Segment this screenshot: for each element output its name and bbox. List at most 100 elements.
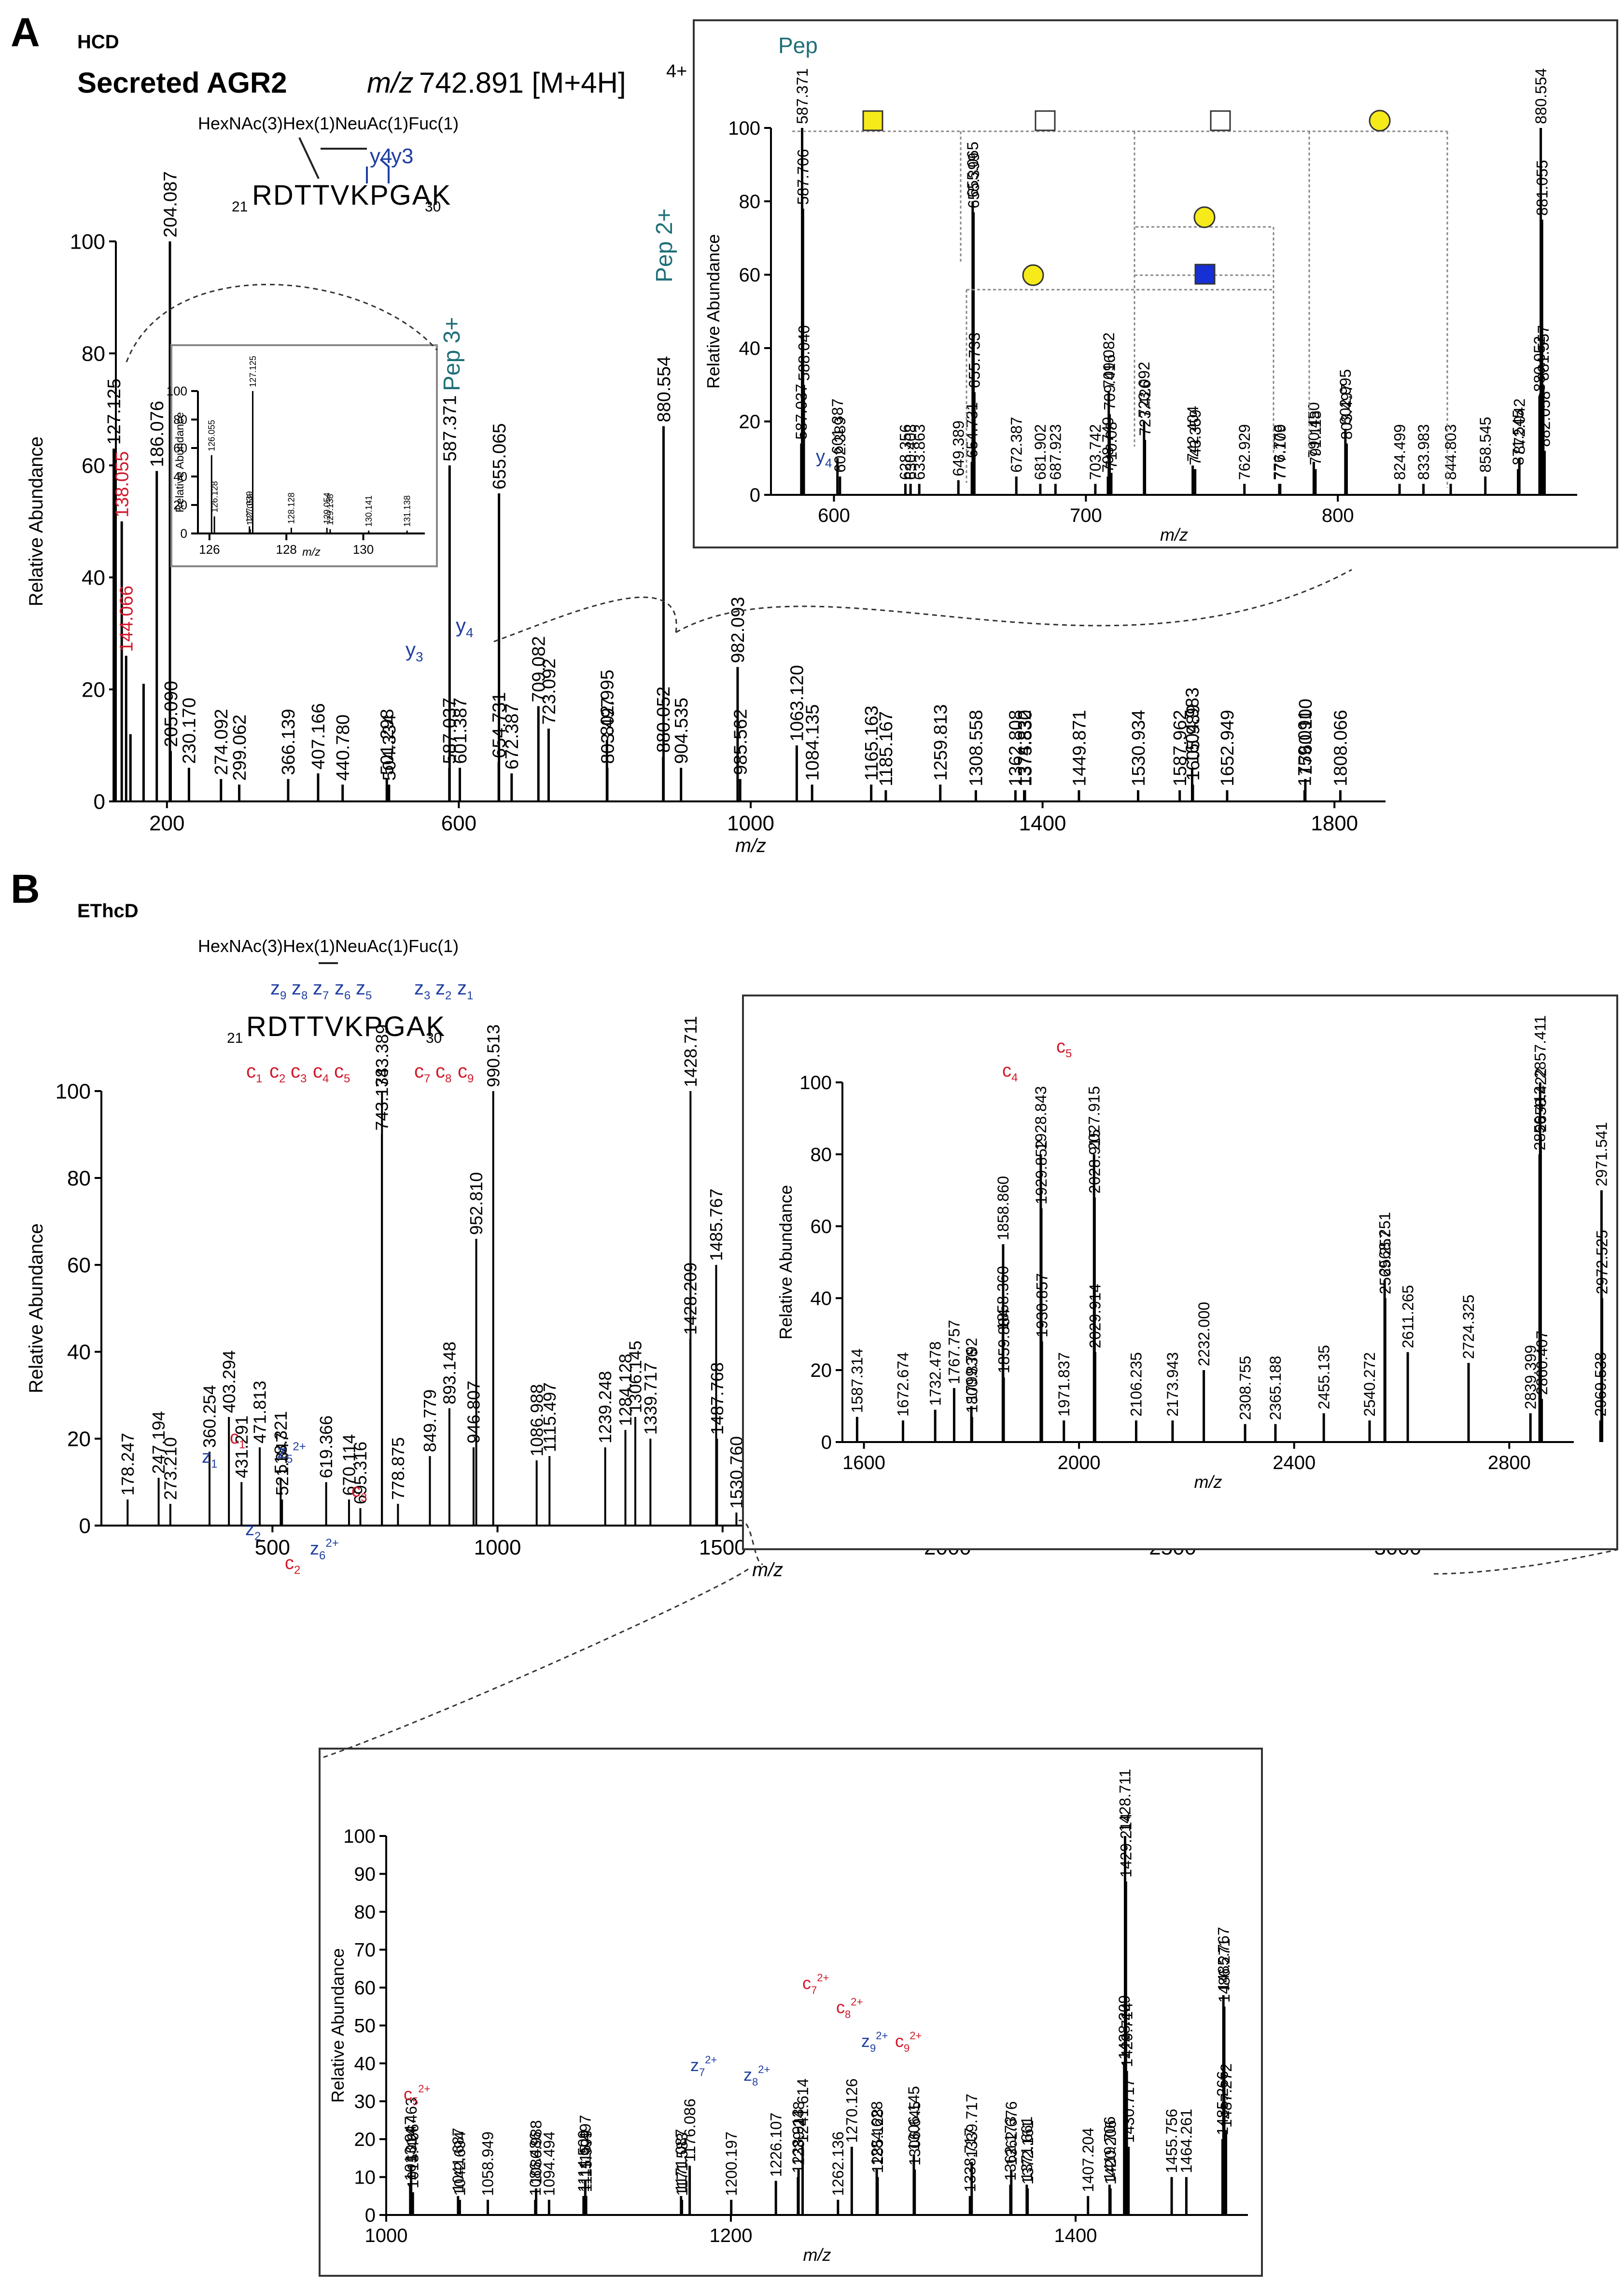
peak-label: 880.554 [1532, 68, 1550, 124]
peak-label: 178.247 [118, 1433, 138, 1496]
y-tick-label: 0 [365, 2205, 376, 2226]
peak-label: 2028.915 [1086, 1129, 1104, 1193]
peak-label: 844.803 [1442, 424, 1459, 480]
y-tick-label: 60 [67, 1253, 91, 1277]
peak-label: 360.254 [200, 1385, 220, 1448]
peak-label: 778.875 [388, 1437, 408, 1500]
panel-a-mz-value: 742.891 [M+4H] [419, 67, 626, 99]
peak-label: 2972.525 [1594, 1230, 1611, 1294]
peak-label: 186.076 [147, 401, 168, 467]
peak-label: 2569.257 [1376, 1230, 1394, 1294]
peak-label: 128.128 [287, 492, 296, 524]
y-tick-label: 10 [354, 2167, 376, 2188]
c-ion-label: c5 [334, 1061, 350, 1085]
peak-label: 247.194 [149, 1411, 168, 1474]
panel-a-inset-zoom-spectrum: 0 20 40 60 80 100 600 700 800 m/z Relative Abundan… [703, 68, 1577, 545]
x-tick-label: 1000 [474, 1536, 521, 1559]
peak-label: 893.148 [440, 1342, 460, 1404]
peak-label: 2027.915 [1085, 1086, 1103, 1150]
x-tick-label: 200 [149, 812, 184, 835]
z-ion-label: z6 [335, 978, 350, 1002]
y-tick-label: 30 [354, 2091, 376, 2113]
peak-label: 131.138 [402, 495, 412, 527]
peak-label: 2724.325 [1460, 1295, 1477, 1359]
peak-label: 2568.251 [1376, 1212, 1393, 1276]
peak-label: 649.389 [950, 420, 967, 476]
peak-label: 1604.983 [1183, 687, 1203, 764]
panel-b-peptide: HexNAc(3)Hex(1)NeuAc(1)Fuc(1) 21 RDTTVKP… [198, 936, 474, 1085]
b-zoom-connector-right [1433, 1549, 1618, 1575]
z-ion-label: z2 [435, 978, 451, 1002]
peak-label: 802.995 [1337, 369, 1354, 425]
peak-label: 127.058 [245, 494, 255, 525]
y-tick-label: 100 [728, 118, 760, 139]
y3-annotation: y3 [406, 638, 423, 664]
peak-label: 1014.463 [403, 2097, 420, 2161]
peak-label: 672.387 [502, 703, 522, 770]
peak-label: 1176.086 [681, 2099, 699, 2162]
peak-label: 2858.422 [1532, 1068, 1550, 1132]
peak-label: 1362.676 [1003, 2101, 1020, 2165]
peak-label: 1929.852 [1033, 1140, 1050, 1204]
panel-a-ion-y3: y3 [391, 144, 413, 168]
x-tick-label: 800 [1322, 505, 1354, 526]
peak-label: 1808.066 [1331, 710, 1351, 786]
peak-label: 1971.837 [1055, 1352, 1073, 1416]
y-tick-label: 80 [811, 1144, 832, 1165]
peak-label: 1094.494 [541, 2131, 558, 2196]
peak-label: 709.082 [1100, 333, 1118, 389]
panel-a-sequence: RDTTVKPGAK [252, 180, 451, 211]
y-axis-label: Relative Abundance [328, 1948, 348, 2102]
x-tick-label: 1400 [1019, 812, 1066, 835]
peak-label: 1485.767 [1215, 1927, 1232, 1991]
peak-label: 230.170 [180, 698, 200, 764]
panel-a-peptide: HexNAc(3)Hex(1)NeuAc(1)Fuc(1) 21 RDTTVKP… [198, 113, 459, 215]
peak-label: 2971.541 [1593, 1122, 1610, 1186]
peak-label: 1530.934 [1129, 710, 1149, 786]
x-tick-label: 126 [199, 542, 220, 557]
panel-b-seq-start: 21 [227, 1030, 243, 1046]
zoom-connector-small [126, 283, 438, 363]
b-zoom-connector-left [323, 1568, 749, 1758]
peak-label: 1858.860 [994, 1176, 1012, 1240]
peak-label: 1420.206 [1102, 2120, 1119, 2185]
x-tick-label: 1000 [727, 812, 774, 835]
y-tick-label: 100 [167, 384, 187, 398]
z-ion-label: z3 [414, 978, 430, 1002]
x-axis-label: m/z [735, 835, 766, 856]
peak-label: 1339.717 [963, 2094, 980, 2158]
peak-label: 946.807 [464, 1381, 484, 1443]
y-tick-label: 20 [82, 678, 105, 701]
peak-label: 1306.645 [906, 2101, 924, 2165]
panel-a-glycan-label: HexNAc(3)Hex(1)NeuAc(1)Fuc(1) [198, 113, 459, 133]
y-tick-label: 20 [67, 1427, 91, 1451]
peak-label: 882.058 [1536, 391, 1554, 447]
c-ion-label: c1 [246, 1061, 262, 1085]
ion-z2: z2 [245, 1519, 261, 1543]
peak-label: 710.08 [1103, 422, 1120, 469]
y-tick-label: 70 [354, 1940, 376, 1961]
peak-label: 1200.197 [723, 2131, 740, 2196]
peak-label: 2029.914 [1087, 1284, 1104, 1348]
peak-label: 138.055 [112, 451, 132, 518]
peak-label: 1115.497 [577, 2115, 594, 2177]
y-tick-label: 40 [739, 338, 761, 359]
peak-label: 1428.711 [1117, 1769, 1134, 1832]
z-ion-label: z7 [313, 978, 329, 1002]
peak-label: 1306.145 [905, 2086, 923, 2150]
peak-label: 790.450 [1305, 402, 1323, 458]
panel-b-z-ions: z9 z8 z7 z6 z5 z3 z2 z1 [270, 978, 473, 1002]
peak-label: 471.813 [250, 1381, 270, 1443]
peak-label: 518.321 [271, 1411, 291, 1474]
peak-label: 1407.204 [1079, 2128, 1097, 2192]
peak-label: 1799.792 [963, 1338, 980, 1402]
peak-label: 1270.126 [843, 2078, 861, 2143]
panel-a-inset-small-frame [170, 344, 438, 567]
peak-label: 655.399 [965, 153, 982, 209]
peak-label: 587.371 [440, 395, 461, 462]
peak-label: 1241.614 [794, 2078, 812, 2143]
peak-label: 1308.558 [966, 710, 987, 786]
x-tick-label: 2400 [1273, 1452, 1316, 1473]
y-tick-label: 60 [811, 1216, 832, 1237]
zoom-connector-big-right [675, 569, 1352, 633]
